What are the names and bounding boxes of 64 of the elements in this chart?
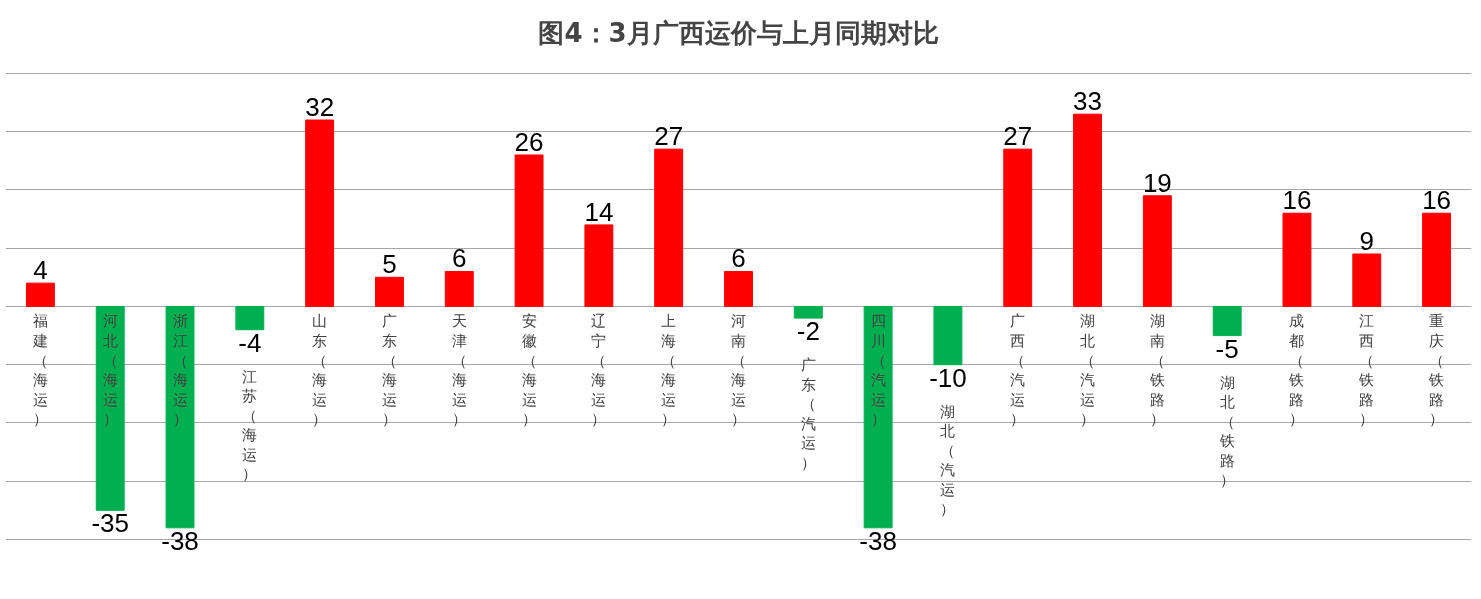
bar (1352, 253, 1382, 307)
bar (444, 270, 474, 307)
chart-title: 图4：3月广西运价与上月同期对比 (538, 17, 939, 48)
bar (793, 305, 823, 319)
data-label: 33 (1073, 86, 1103, 117)
bar (863, 305, 893, 529)
bar (305, 119, 335, 307)
bar (514, 154, 544, 307)
bar (25, 282, 55, 307)
bar (933, 305, 963, 366)
data-label: -10 (929, 362, 967, 393)
x-tick-label: 福建（海运） (31, 312, 48, 428)
data-label: -4 (238, 327, 262, 358)
data-label: 16 (1282, 185, 1312, 216)
x-tick-label: 河北（海运） (102, 312, 118, 428)
x-tick-label: 天津（海运） (451, 312, 467, 428)
bar (1282, 212, 1312, 307)
x-tick-label: 湖南（铁路） (1148, 312, 1165, 428)
x-tick-label: 河南（海运） (731, 312, 746, 428)
bar (1422, 212, 1452, 307)
bar (374, 276, 404, 307)
data-label: 16 (1422, 185, 1452, 216)
data-label: -2 (796, 316, 820, 347)
data-label: 19 (1142, 167, 1172, 198)
bar (1073, 113, 1103, 307)
bar (654, 148, 684, 307)
bar (724, 270, 753, 307)
x-tick-label: 湖北（铁路） (1218, 373, 1235, 489)
x-tick-label: 广西（汽运） (1010, 312, 1026, 428)
x-tick-label: 浙江（海运） (172, 312, 188, 428)
data-label: -5 (1215, 333, 1239, 364)
x-tick-label: 辽宁（海运） (591, 312, 607, 428)
data-label: 26 (514, 126, 544, 157)
x-tick-label: 湖北（汽运） (1080, 312, 1096, 428)
x-tick-label: 湖北（汽运） (940, 402, 956, 518)
data-label: 27 (1003, 121, 1033, 152)
x-tick-label: 广东（海运） (381, 312, 397, 428)
data-label: 4 (33, 255, 48, 286)
x-tick-label: 成都（铁路） (1288, 312, 1305, 428)
bar (584, 224, 614, 307)
x-tick-label: 重庆（铁路） (1428, 312, 1445, 428)
x-tick-label: 山东（海运） (312, 312, 328, 428)
x-tick-label: 上海（海运） (661, 312, 677, 428)
x-tick-label: 广东（汽运） (800, 356, 816, 471)
data-label: 6 (452, 243, 467, 274)
x-tick-label: 四川（汽运） (870, 312, 886, 428)
bar (95, 305, 125, 511)
data-label: 27 (654, 121, 684, 152)
bar (1212, 305, 1242, 337)
x-tick-label: 安徽（海运） (521, 312, 537, 428)
data-label: 5 (382, 249, 397, 280)
bar (1003, 148, 1033, 307)
data-label: 6 (731, 243, 746, 274)
bar (1142, 195, 1172, 307)
data-label: 14 (584, 196, 614, 227)
data-label: 9 (1359, 226, 1375, 257)
x-tick-label: 江西（铁路） (1358, 312, 1375, 428)
x-tick-label: 江苏（海运） (242, 367, 258, 483)
data-label: -38 (161, 525, 199, 556)
bar (165, 305, 195, 529)
data-label: 32 (305, 92, 335, 123)
data-label: -35 (91, 508, 129, 539)
bar (235, 305, 265, 331)
data-label: -38 (859, 525, 897, 556)
